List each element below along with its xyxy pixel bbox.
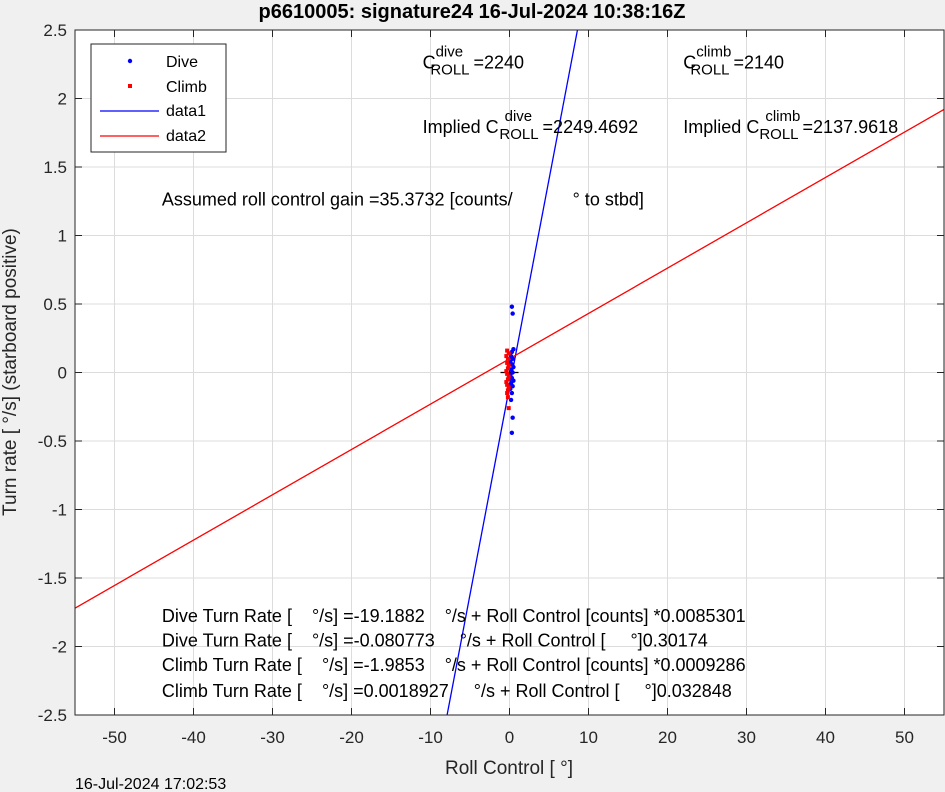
x-tick-label: 20	[658, 728, 677, 747]
climb-point	[506, 406, 511, 411]
annotation-value: =2140	[734, 52, 785, 72]
x-tick-label: 30	[737, 728, 756, 747]
annotation-fit-line: Climb Turn Rate [ °/s] =-1.9853 °/s + Ro…	[162, 655, 746, 675]
annotation-c_dive: Cdive ROLL =2240	[423, 43, 524, 78]
climb-point	[505, 377, 510, 382]
climb-point	[504, 369, 509, 374]
annotation-sub: ROLL	[690, 61, 729, 78]
y-tick-label: -1	[52, 501, 67, 520]
climb-point	[505, 371, 510, 376]
annotation-sup: climb	[696, 43, 731, 60]
annotation-implied_climb: Implied C climb ROLL =2137.9618	[683, 108, 898, 143]
dive-point	[509, 349, 515, 355]
y-tick-label: 2.5	[43, 21, 67, 40]
climb-point	[504, 380, 509, 385]
annotation-fit-line: Dive Turn Rate [ °/s] =-19.1882 °/s + Ro…	[162, 606, 746, 626]
climb-point	[505, 356, 510, 361]
annotation-part: C	[683, 52, 696, 72]
x-axis-label: Roll Control [ °]	[445, 758, 573, 779]
x-tick-label: 50	[895, 728, 914, 747]
annotation-implied_dive: Implied C dive ROLL =2249.4692	[423, 108, 639, 143]
annotation-sup: dive	[505, 108, 533, 125]
climb-point	[505, 391, 510, 396]
y-axis-ticks: -2.5 -2 -1.5 -1 -0.5 0 0.5 1 1.5 2 2.5	[38, 21, 944, 725]
legend-climb-label: Climb	[166, 79, 207, 96]
annotation-sup: dive	[436, 43, 464, 60]
y-axis-label: Turn rate [ °/s] (starboard positive)	[0, 228, 21, 516]
x-axis-ticks: -50 -40 -30 -20 -10 0 10 20 30 40 50	[102, 30, 914, 747]
legend-dive-marker	[127, 58, 133, 64]
x-tick-label: -30	[260, 728, 285, 747]
dive-point	[509, 390, 515, 396]
dive-point	[508, 397, 514, 403]
x-tick-label: -20	[339, 728, 364, 747]
y-tick-label: -2.5	[38, 706, 67, 725]
chart-title: p6610005: signature24 16-Jul-2024 10:38:…	[259, 1, 686, 23]
climb-point	[506, 374, 511, 379]
climb-point	[505, 348, 510, 353]
y-tick-label: 2	[58, 90, 67, 109]
annotation-gain: Assumed roll control gain =35.3732 [coun…	[162, 189, 644, 209]
climb-point	[504, 354, 509, 359]
annotation-part: Implied C	[423, 117, 499, 137]
annotation-sub: ROLL	[430, 61, 469, 78]
x-tick-label: 10	[579, 728, 598, 747]
legend-data2-label: data2	[166, 128, 206, 145]
x-tick-label: -40	[181, 728, 206, 747]
annotation-value: =2240	[474, 52, 525, 72]
footer-timestamp: 16-Jul-2024 17:02:53	[75, 776, 226, 792]
climb-point	[505, 388, 510, 393]
series-layer	[74, 29, 945, 716]
climb-point	[505, 360, 510, 365]
legend-dive-label: Dive	[166, 54, 198, 71]
annotation-part: C	[423, 52, 436, 72]
climb-point	[506, 385, 511, 390]
x-tick-label: 40	[816, 728, 835, 747]
climb-point	[505, 395, 510, 400]
legend: Dive Climb data1 data2	[90, 43, 227, 153]
legend-climb-marker	[128, 84, 132, 88]
x-tick-label: 0	[505, 728, 514, 747]
y-tick-label: 0.5	[43, 295, 67, 314]
dive-point	[509, 304, 515, 309]
climb-point	[505, 366, 510, 371]
legend-box	[90, 43, 227, 153]
climb-point	[506, 351, 511, 356]
climb-point	[505, 382, 510, 387]
y-tick-label: 1.5	[43, 158, 67, 177]
climb-point	[506, 363, 511, 368]
x-tick-label: -50	[102, 728, 127, 747]
annotation-value: =2137.9618	[803, 117, 899, 137]
annotation-sub: ROLL	[759, 126, 798, 143]
dive-point	[510, 415, 515, 420]
legend-data1-label: data1	[166, 103, 206, 120]
annotation-value: =2249.4692	[543, 117, 639, 137]
annotation-sub: ROLL	[499, 126, 538, 143]
y-tick-label: -0.5	[38, 432, 67, 451]
annotation-fit-line: Climb Turn Rate [ °/s] =0.0018927 °/s + …	[162, 681, 732, 701]
y-tick-label: -2	[52, 638, 67, 657]
dive-point	[510, 311, 515, 316]
annotation-sup: climb	[765, 108, 800, 125]
y-tick-label: -1.5	[38, 569, 67, 588]
y-tick-label: 0	[58, 364, 67, 383]
annotation-c_climb: Cclimb ROLL =2140	[683, 43, 784, 78]
annotation-part: Implied C	[683, 117, 759, 137]
y-tick-label: 1	[58, 227, 67, 246]
dive-point	[509, 430, 515, 435]
annotation-fit-line: Dive Turn Rate [ °/s] =-0.080773 °/s + R…	[162, 631, 708, 651]
x-tick-label: -10	[418, 728, 443, 747]
